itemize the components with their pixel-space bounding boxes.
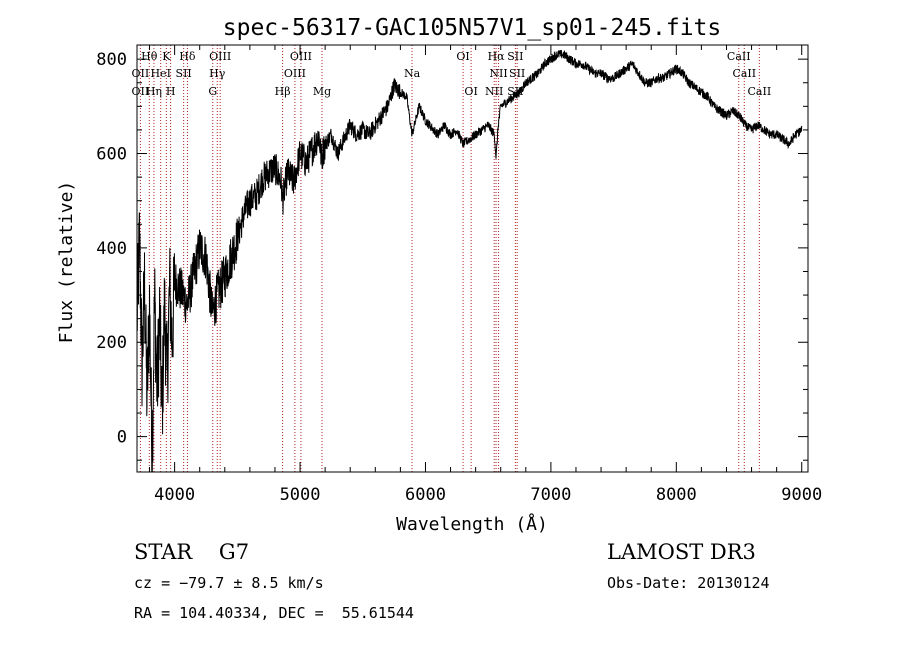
line-label-17: CaII <box>732 67 756 80</box>
line-label-11: SII <box>176 67 192 80</box>
plot-frame <box>136 44 809 473</box>
axis-ticks: 4000 5000 6000 7000 8000 9000 0 200 400 600 800 <box>96 45 822 505</box>
line-label-25: NII <box>485 85 503 98</box>
survey-name: LAMOST DR3 <box>607 540 756 564</box>
line-label-20: H <box>166 85 176 98</box>
line-label-22: Hβ <box>275 85 291 98</box>
chart-title: spec-56317-GAC105N57V1_sp01-245.fits <box>223 15 722 41</box>
line-label-21: G <box>208 85 217 98</box>
line-label-14: Na <box>404 67 421 80</box>
line-label-13: OIII <box>284 67 306 80</box>
line-label-23: Mg <box>313 85 331 98</box>
x-tick-label-5000: 5000 <box>280 485 321 505</box>
x-tick-label-6000: 6000 <box>405 485 446 505</box>
line-label-27: CaII <box>748 85 772 98</box>
y-axis-label: Flux (relative) <box>56 181 77 344</box>
y-tick-label-0: 0 <box>117 428 127 448</box>
line-label-3: OIII <box>209 50 231 63</box>
line-label-2: Hδ <box>179 50 196 63</box>
line-label-8: CaII <box>727 50 751 63</box>
line-label-24: OI <box>464 85 477 98</box>
x-tick-label-8000: 8000 <box>656 485 697 505</box>
line-label-5: OI <box>456 50 469 63</box>
x-axis-label: Wavelength (Å) <box>396 513 548 535</box>
line-label-18: OII <box>132 85 150 98</box>
line-label-4: OIII <box>290 50 312 63</box>
line-label-0: Hθ <box>141 50 158 63</box>
line-label-7: SII <box>507 50 523 63</box>
obs-date: Obs-Date: 20130124 <box>607 574 770 592</box>
object-class: STAR G7 <box>134 540 250 564</box>
y-tick-label-800: 800 <box>96 50 127 70</box>
line-label-1: K <box>162 50 171 63</box>
line-label-16: SII <box>509 67 525 80</box>
x-tick-label-4000: 4000 <box>154 485 195 505</box>
x-tick-label-7000: 7000 <box>530 485 571 505</box>
line-label-19: Hη <box>146 85 162 98</box>
line-label-15: NII <box>489 67 507 80</box>
line-label-10: HeI <box>150 67 170 80</box>
y-tick-label-600: 600 <box>96 145 127 165</box>
line-label-9: OII <box>132 67 150 80</box>
line-label-6: Hα <box>488 50 506 63</box>
y-tick-label-400: 400 <box>96 239 127 259</box>
spectrum-line <box>136 49 803 473</box>
line-label-12: Hγ <box>209 67 226 80</box>
x-tick-label-9000: 9000 <box>781 485 822 505</box>
coordinates: RA = 104.40334, DEC = 55.61544 <box>134 604 414 622</box>
y-tick-label-200: 200 <box>96 333 127 353</box>
redshift-value: cz = −79.7 ± 8.5 km/s <box>134 574 324 592</box>
